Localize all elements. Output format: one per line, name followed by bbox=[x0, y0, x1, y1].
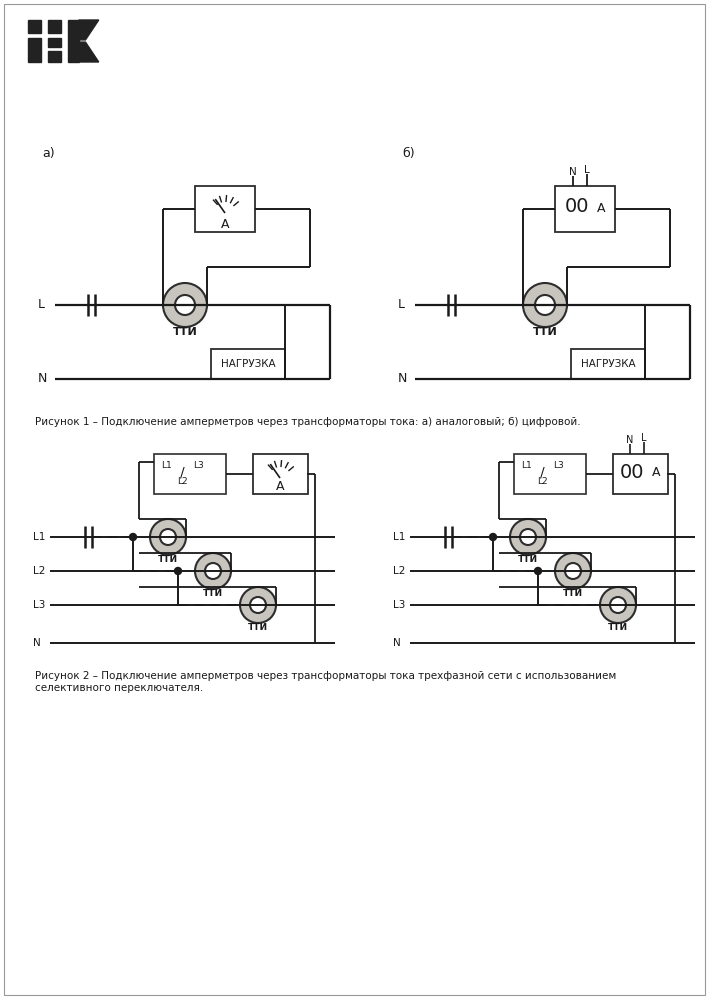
Bar bbox=[28, 20, 41, 33]
Text: L1: L1 bbox=[520, 462, 531, 471]
Circle shape bbox=[555, 553, 591, 589]
Circle shape bbox=[535, 295, 555, 315]
Text: N: N bbox=[569, 167, 577, 177]
Bar bbox=[613, 454, 667, 494]
Bar bbox=[28, 38, 41, 62]
Polygon shape bbox=[79, 20, 99, 40]
Text: 00: 00 bbox=[565, 198, 589, 217]
Circle shape bbox=[520, 529, 536, 545]
Circle shape bbox=[163, 283, 207, 327]
Bar bbox=[48, 51, 61, 62]
Text: ТТИ: ТТИ bbox=[248, 622, 268, 631]
Bar bbox=[252, 454, 308, 494]
Bar bbox=[555, 186, 615, 232]
Bar bbox=[195, 186, 255, 232]
Circle shape bbox=[489, 533, 496, 540]
Circle shape bbox=[610, 597, 626, 613]
Text: L1: L1 bbox=[393, 532, 406, 542]
Text: L1: L1 bbox=[33, 532, 45, 542]
Text: ТТИ: ТТИ bbox=[608, 622, 628, 631]
Text: L3: L3 bbox=[33, 600, 45, 610]
Circle shape bbox=[175, 295, 195, 315]
Text: N: N bbox=[393, 638, 401, 648]
Circle shape bbox=[240, 587, 276, 623]
Text: НАГРУЗКА: НАГРУЗКА bbox=[220, 359, 275, 369]
Bar bbox=[514, 454, 586, 494]
Text: L: L bbox=[584, 165, 590, 175]
Circle shape bbox=[130, 533, 137, 540]
Text: Рисунок 1 – Подключение амперметров через трансформаторы тока: а) аналоговый; б): Рисунок 1 – Подключение амперметров чере… bbox=[35, 417, 581, 427]
Text: L: L bbox=[641, 433, 647, 443]
Text: /: / bbox=[540, 465, 545, 479]
Text: 00: 00 bbox=[620, 463, 644, 482]
Text: ТТИ: ТТИ bbox=[518, 554, 538, 563]
Text: Рисунок 2 – Подключение амперметров через трансформаторы тока трехфазной сети с : Рисунок 2 – Подключение амперметров чере… bbox=[35, 671, 616, 692]
Circle shape bbox=[565, 563, 581, 579]
Text: A: A bbox=[652, 467, 660, 480]
Circle shape bbox=[535, 567, 542, 574]
Bar bbox=[154, 454, 226, 494]
Text: A: A bbox=[597, 202, 605, 215]
Circle shape bbox=[600, 587, 636, 623]
Text: A: A bbox=[276, 480, 284, 493]
Circle shape bbox=[523, 283, 567, 327]
Text: ТТИ: ТТИ bbox=[172, 327, 197, 337]
Text: ТТИ: ТТИ bbox=[158, 554, 178, 563]
Bar bbox=[211, 349, 285, 379]
Circle shape bbox=[150, 519, 186, 555]
Text: N: N bbox=[626, 435, 634, 445]
Circle shape bbox=[195, 553, 231, 589]
Text: N: N bbox=[38, 373, 48, 386]
Text: L3: L3 bbox=[554, 462, 564, 471]
Text: ТТИ: ТТИ bbox=[563, 588, 583, 597]
Bar bbox=[571, 349, 645, 379]
Text: N: N bbox=[33, 638, 40, 648]
Circle shape bbox=[250, 597, 266, 613]
Polygon shape bbox=[79, 42, 99, 62]
Text: L2: L2 bbox=[33, 566, 45, 576]
Text: а): а) bbox=[42, 148, 55, 161]
Circle shape bbox=[205, 563, 221, 579]
Text: N: N bbox=[398, 373, 408, 386]
Circle shape bbox=[174, 567, 182, 574]
Bar bbox=[68, 20, 79, 62]
Text: L: L bbox=[398, 299, 405, 312]
Text: L: L bbox=[38, 299, 45, 312]
Text: НАГРУЗКА: НАГРУЗКА bbox=[581, 359, 635, 369]
Text: /: / bbox=[179, 465, 184, 479]
Bar bbox=[48, 38, 61, 47]
Text: A: A bbox=[220, 218, 229, 231]
Bar bbox=[48, 20, 61, 33]
Text: ТТИ: ТТИ bbox=[532, 327, 557, 337]
Circle shape bbox=[510, 519, 546, 555]
Text: L2: L2 bbox=[393, 566, 406, 576]
Text: б): б) bbox=[402, 148, 415, 161]
Circle shape bbox=[160, 529, 176, 545]
Text: L2: L2 bbox=[537, 477, 547, 486]
Text: L3: L3 bbox=[194, 462, 204, 471]
Text: L3: L3 bbox=[393, 600, 406, 610]
Text: L2: L2 bbox=[177, 477, 187, 486]
Text: L1: L1 bbox=[161, 462, 172, 471]
Text: ТТИ: ТТИ bbox=[203, 588, 223, 597]
